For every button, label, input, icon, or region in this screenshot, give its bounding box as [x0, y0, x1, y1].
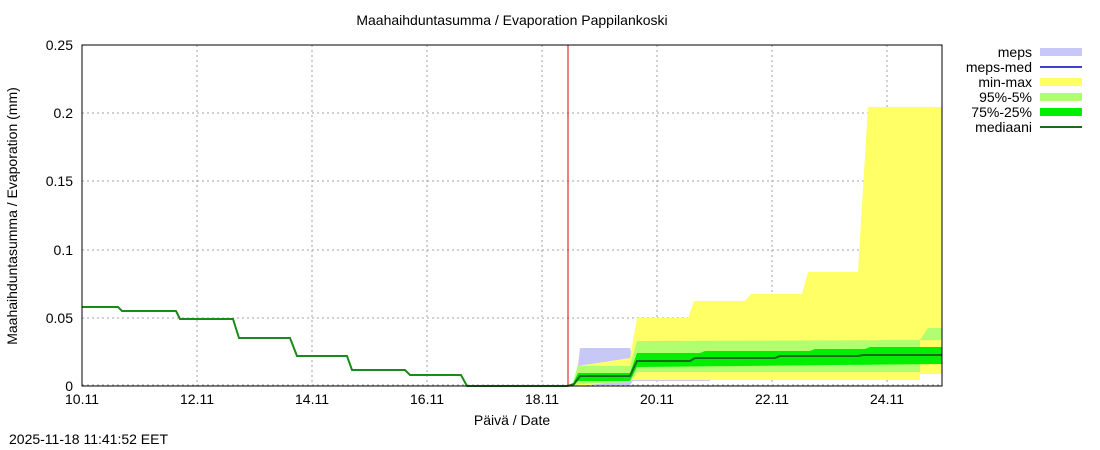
min-max-band	[572, 107, 942, 386]
svg-text:0.15: 0.15	[46, 173, 73, 189]
svg-text:20.11: 20.11	[640, 391, 674, 407]
x-tick-labels: 10.11 12.11 14.11 16.11 18.11 20.11 22.1…	[65, 391, 904, 407]
legend-meps-med: meps-med	[966, 59, 1032, 75]
svg-text:0.2: 0.2	[54, 105, 74, 121]
svg-text:0.1: 0.1	[54, 242, 74, 258]
svg-text:0.25: 0.25	[46, 37, 73, 53]
legend-meps-swatch	[1040, 48, 1082, 56]
chart-title: Maahaihduntasumma / Evaporation Pappilan…	[356, 12, 668, 28]
y-tick-labels: 0 0.05 0.1 0.15 0.2 0.25	[46, 37, 73, 394]
svg-text:0.05: 0.05	[46, 310, 73, 326]
x-axis-label: Päivä / Date	[473, 412, 551, 428]
svg-text:18.11: 18.11	[525, 391, 559, 407]
svg-text:22.11: 22.11	[755, 391, 789, 407]
legend-meps: meps	[998, 44, 1032, 60]
timestamp: 2025-11-18 11:41:52 EET	[9, 431, 169, 447]
svg-text:12.11: 12.11	[180, 391, 214, 407]
svg-text:10.11: 10.11	[65, 391, 99, 407]
legend-mediaani: mediaani	[975, 119, 1032, 135]
observed-line	[82, 306, 568, 387]
svg-text:24.11: 24.11	[870, 391, 904, 407]
svg-text:0: 0	[65, 378, 73, 394]
svg-text:14.11: 14.11	[295, 391, 329, 407]
legend-75-25-swatch	[1040, 108, 1082, 116]
svg-text:16.11: 16.11	[410, 391, 444, 407]
legend-min-max: min-max	[978, 74, 1032, 90]
legend: meps meps-med min-max 95%-5% 75%-25% med…	[966, 44, 1082, 135]
legend-min-max-swatch	[1040, 78, 1082, 86]
legend-75-25: 75%-25%	[971, 104, 1032, 120]
plot-border	[81, 44, 943, 387]
legend-95-5-swatch	[1040, 93, 1082, 101]
legend-95-5: 95%-5%	[979, 89, 1032, 105]
median-line	[567, 354, 942, 387]
